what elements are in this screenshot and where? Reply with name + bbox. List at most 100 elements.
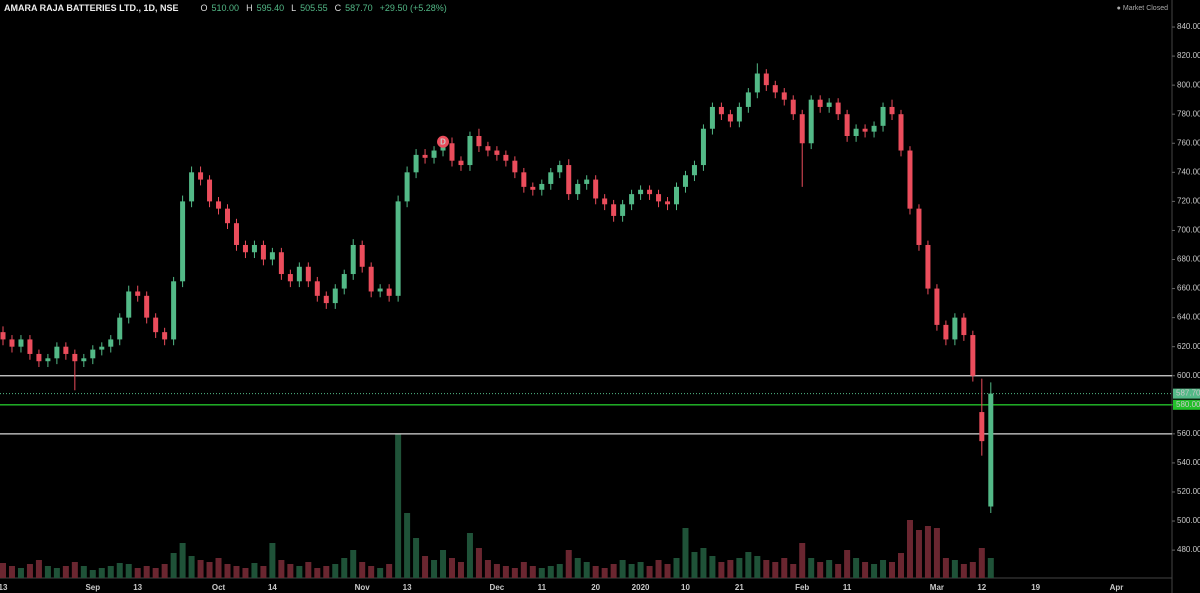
candle-body xyxy=(216,201,222,209)
candle-body xyxy=(745,92,751,107)
candle-body xyxy=(90,349,96,359)
ohlc-key: O xyxy=(200,3,208,13)
candle-body xyxy=(476,136,482,147)
y-tick-label: 760.00 xyxy=(1177,138,1200,147)
candle-body xyxy=(242,244,248,253)
candle-body xyxy=(638,189,644,195)
volume-bar xyxy=(44,566,51,578)
candle-body xyxy=(207,179,213,202)
candle-body xyxy=(790,99,796,115)
candle-body xyxy=(700,128,706,166)
candle-body xyxy=(278,252,284,275)
candle-body xyxy=(970,335,976,376)
volume-bar xyxy=(17,568,24,578)
candle-body xyxy=(853,128,859,136)
candle-body xyxy=(126,291,132,318)
candle-body xyxy=(323,295,329,304)
volume-bar xyxy=(673,558,680,578)
candle-body xyxy=(395,201,401,296)
volume-bar xyxy=(844,550,851,578)
candle-body xyxy=(225,208,230,224)
candle-body xyxy=(27,339,33,354)
volume-bar xyxy=(395,434,402,578)
candle-body xyxy=(521,172,527,187)
candle-body xyxy=(808,99,814,144)
candle-body xyxy=(835,102,841,115)
candle-body xyxy=(826,102,832,107)
candle-body xyxy=(799,114,805,144)
candle-body xyxy=(674,186,679,205)
volume-bar xyxy=(709,556,716,578)
volume-bar xyxy=(906,520,913,578)
x-tick-label: 13 xyxy=(0,583,8,592)
x-tick-label: 19 xyxy=(1031,583,1040,592)
volume-bar xyxy=(835,564,842,578)
candle-body xyxy=(9,339,15,347)
candle-body xyxy=(260,244,266,260)
volume-bar xyxy=(341,558,348,578)
volume-bar xyxy=(871,564,878,578)
volume-bar xyxy=(116,563,123,578)
candle-body xyxy=(548,172,554,184)
volume-bar xyxy=(736,558,743,578)
volume-bar xyxy=(664,564,671,578)
volume-bar xyxy=(377,568,384,578)
candle-body xyxy=(458,160,464,166)
candle-body xyxy=(494,150,500,155)
candle-body xyxy=(503,154,509,161)
candle-body xyxy=(485,146,491,151)
candle-body xyxy=(961,317,967,336)
candle-body xyxy=(144,295,150,318)
volume-bar xyxy=(817,562,824,578)
y-tick-label: 700.00 xyxy=(1177,226,1200,235)
volume-bar xyxy=(718,562,725,578)
candle-body xyxy=(611,204,617,216)
candle-body xyxy=(63,346,69,354)
volume-bar xyxy=(700,548,707,578)
ohlc-key: L xyxy=(291,3,297,13)
candle-body xyxy=(709,106,715,129)
candle-body xyxy=(602,198,608,205)
volume-bar xyxy=(628,564,635,578)
candle-body xyxy=(117,317,123,340)
volume-bar xyxy=(89,570,96,578)
candle-body xyxy=(754,73,760,93)
candle-body xyxy=(36,353,42,362)
y-tick-label: 480.00 xyxy=(1177,545,1200,554)
candle-body xyxy=(431,150,437,158)
volume-bar xyxy=(287,564,294,578)
x-tick-label: Dec xyxy=(490,583,505,592)
candle-body xyxy=(988,393,994,507)
x-tick-label: Sep xyxy=(85,583,100,592)
x-tick-label: 14 xyxy=(268,583,277,592)
y-tick-label: 720.00 xyxy=(1177,196,1200,205)
volume-bar xyxy=(978,548,985,578)
candle-body xyxy=(305,266,311,282)
candle-body xyxy=(413,154,419,173)
x-tick-label: Apr xyxy=(1110,583,1124,592)
volume-bar xyxy=(0,563,6,578)
volume-bar xyxy=(278,560,285,578)
candle-body xyxy=(979,412,985,442)
candle-body xyxy=(449,143,455,161)
x-tick-label: 2020 xyxy=(632,583,650,592)
candle-body xyxy=(72,353,78,362)
volume-bar xyxy=(80,566,87,578)
candle-body xyxy=(108,339,114,347)
y-tick-label: 540.00 xyxy=(1177,458,1200,467)
candle-body xyxy=(350,244,356,275)
volume-bar xyxy=(188,556,195,578)
symbol[interactable]: AMARA RAJA BATTERIES LTD., 1D, NSE xyxy=(4,3,179,13)
volume-bar xyxy=(457,562,464,578)
candle-body xyxy=(727,114,733,122)
candle-body xyxy=(171,281,177,340)
volume-bar xyxy=(745,552,752,578)
candle-body xyxy=(99,346,105,350)
volume-bar xyxy=(574,558,581,578)
volume-bar xyxy=(889,562,896,578)
candle-body xyxy=(233,223,239,245)
candle-body xyxy=(817,99,823,107)
volume-bar xyxy=(933,528,940,578)
candle-body xyxy=(763,73,769,86)
volume-bar xyxy=(269,543,276,578)
